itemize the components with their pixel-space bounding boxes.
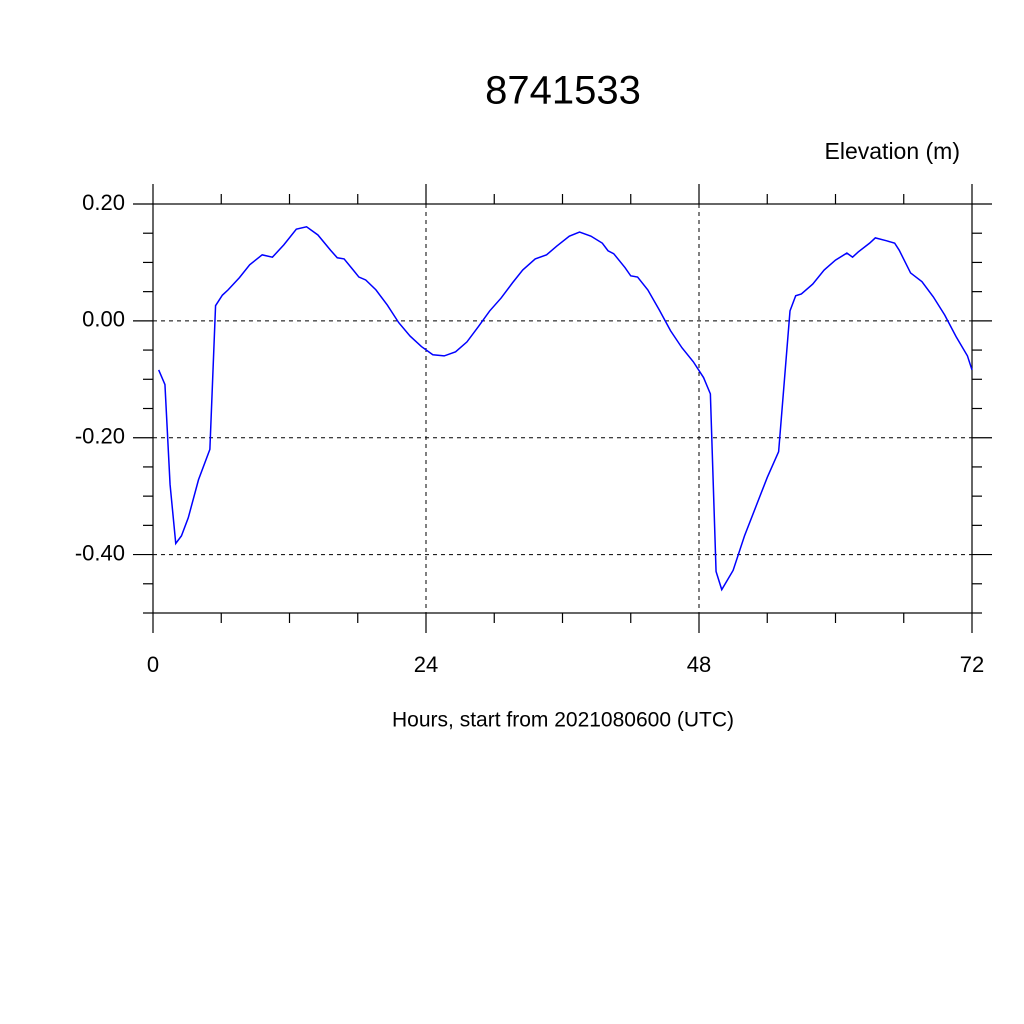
x-tick-label: 72 <box>960 652 984 677</box>
x-tick-label: 0 <box>147 652 159 677</box>
x-axis-label: Hours, start from 2021080600 (UTC) <box>392 709 734 732</box>
y-tick-label: -0.20 <box>75 424 125 449</box>
plot-frame <box>152 203 973 614</box>
y-tick-label: 0.00 <box>82 307 125 332</box>
chart-title: 8741533 <box>485 69 641 113</box>
y-tick-label: 0.20 <box>82 190 125 215</box>
y-axis-label: Elevation (m) <box>825 138 960 164</box>
x-tick-label: 48 <box>687 652 711 677</box>
data-line <box>157 225 973 592</box>
x-tick-label: 24 <box>414 652 438 677</box>
y-tick-label: -0.40 <box>75 540 125 565</box>
